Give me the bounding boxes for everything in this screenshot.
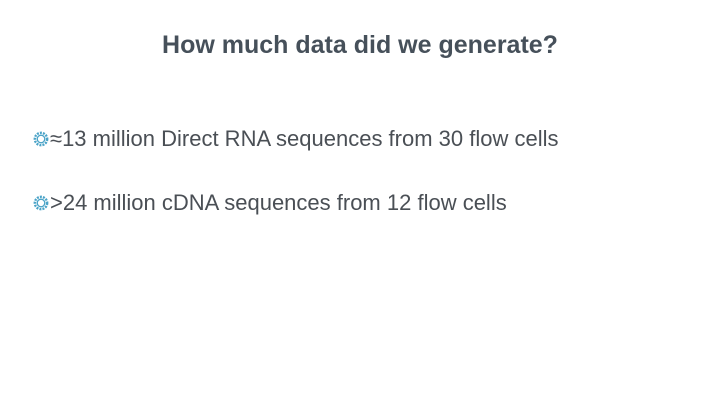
gear-bullet-icon: [33, 195, 49, 211]
bullet-text: ≈13 million Direct RNA sequences from 30…: [50, 126, 559, 151]
bullet-text: >24 million cDNA sequences from 12 flow …: [50, 190, 507, 215]
bullet-list: ≈13 million Direct RNA sequences from 30…: [33, 124, 559, 252]
gear-bullet-icon: [33, 131, 49, 147]
list-item: ≈13 million Direct RNA sequences from 30…: [33, 124, 559, 154]
list-item: >24 million cDNA sequences from 12 flow …: [33, 188, 559, 218]
slide-title: How much data did we generate?: [162, 31, 558, 59]
